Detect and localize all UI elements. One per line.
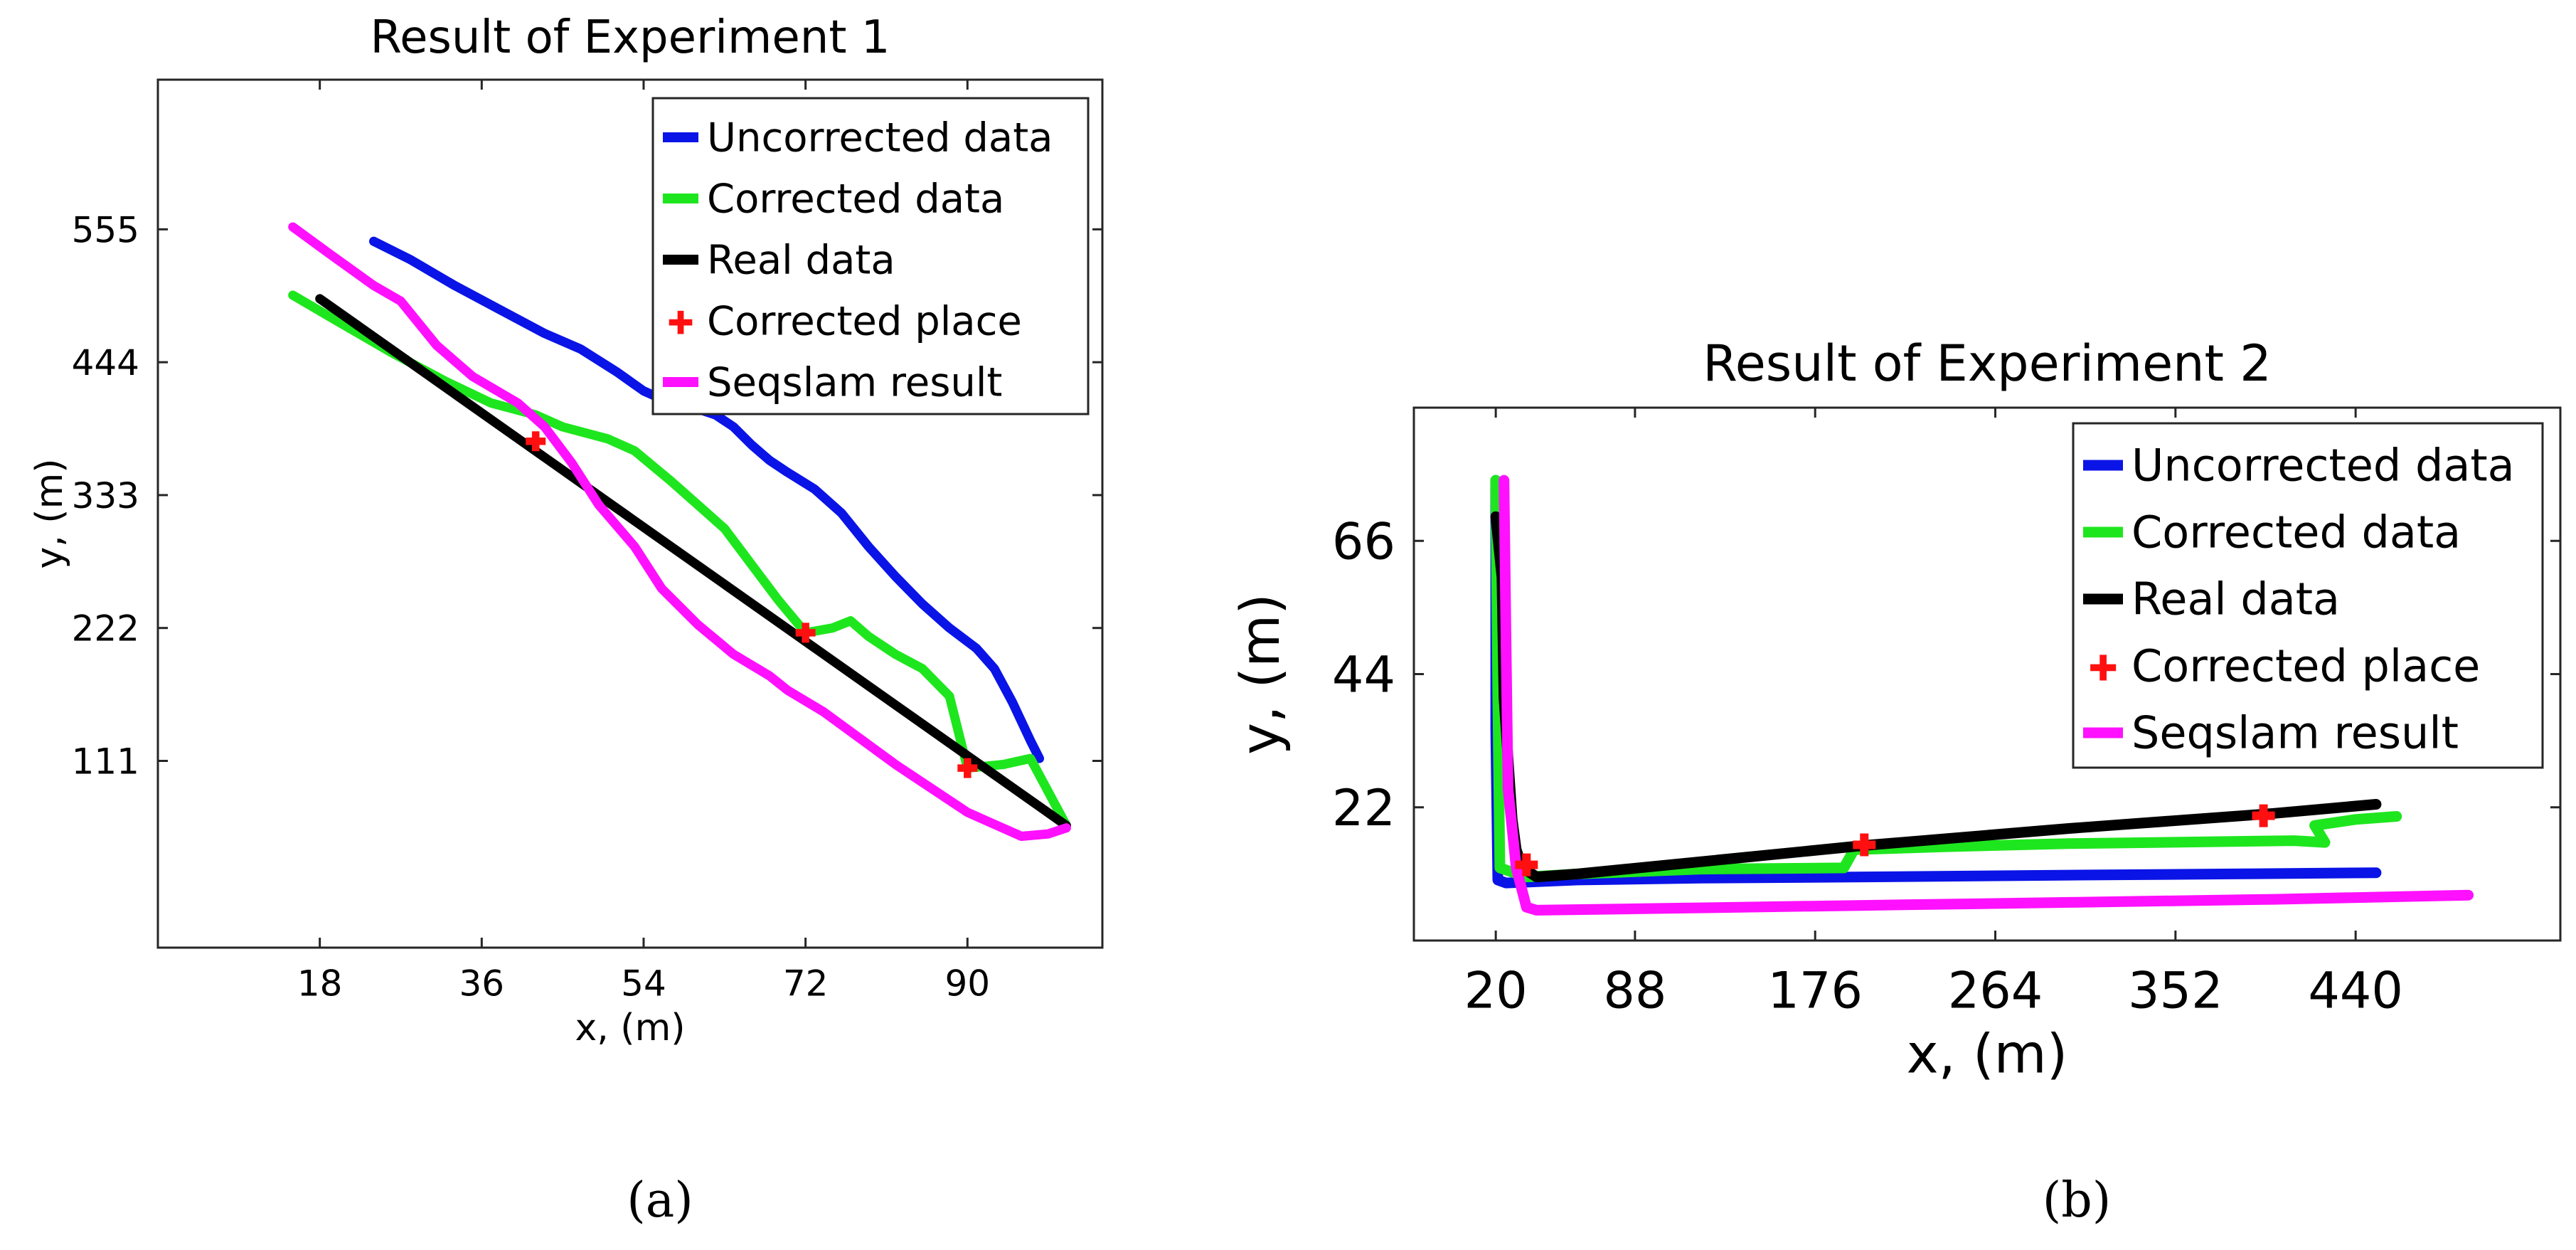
y-tick-label: 111	[72, 741, 139, 782]
legend-marker-icon: ✚	[667, 304, 694, 341]
x-tick-label: 20	[1464, 962, 1528, 1020]
legend-box	[651, 97, 1090, 415]
legend-label: Corrected data	[2131, 507, 2461, 558]
legend-label: Uncorrected data	[2131, 440, 2515, 492]
legend-entry-real-data: Real data	[663, 238, 895, 284]
series-line-uncorrected-data	[369, 236, 1044, 763]
series-line-seqslam-result	[1499, 475, 2474, 916]
legend-entry-uncorrected-data: Uncorrected data	[663, 115, 1053, 161]
legend-label: Uncorrected data	[707, 115, 1053, 161]
corrected-place-marker	[795, 623, 816, 643]
legend: Uncorrected data Corrected data Real data ✚…	[651, 97, 1090, 415]
legend-box	[2072, 422, 2544, 769]
y-tick-label: 22	[1332, 779, 1395, 837]
y-tick-label: 444	[72, 342, 139, 383]
corrected-place-marker	[957, 758, 978, 778]
x-tick-label: 176	[1767, 962, 1863, 1020]
y-tick-label: 555	[72, 209, 139, 250]
corrected-place-marker	[1515, 853, 1538, 876]
x-tick-label: 90	[944, 963, 990, 1005]
chart-title: Result of Experiment 2	[1703, 334, 2272, 393]
corrected-place-marker	[1853, 833, 1876, 857]
x-tick-label: 18	[297, 963, 343, 1005]
chart-title: Result of Experiment 1	[371, 11, 890, 64]
legend-label: Real data	[2131, 573, 2340, 625]
legend-entry-seqslam-result: Seqslam result	[2083, 707, 2459, 759]
legend-label: Real data	[707, 238, 895, 284]
series-line-real-data	[315, 294, 1071, 830]
x-tick-label: 72	[783, 963, 829, 1005]
x-tick-label: 54	[621, 963, 666, 1005]
y-tick-label: 333	[72, 475, 139, 517]
caption-b: (b)	[2043, 1172, 2112, 1229]
plot-lines	[288, 222, 1071, 841]
plot-area-frame	[156, 78, 1104, 949]
y-axis-label: y, (m)	[1228, 593, 1292, 755]
legend-label: Seqslam result	[707, 360, 1002, 406]
legend-entry-corrected-data: Corrected data	[663, 176, 1004, 223]
corrected-place-marker	[526, 431, 546, 452]
y-tick-label: 222	[72, 608, 139, 650]
x-tick-label: 440	[2308, 962, 2403, 1020]
x-tick-label: 352	[2128, 962, 2223, 1020]
x-tick-label: 264	[1948, 962, 2043, 1020]
legend-label: Corrected place	[707, 299, 1022, 345]
legend-entry-uncorrected-data: Uncorrected data	[2083, 440, 2515, 492]
legend-entry-seqslam-result: Seqslam result	[663, 360, 1002, 406]
legend-label: Corrected data	[707, 176, 1004, 223]
y-axis-label: y, (m)	[28, 458, 71, 568]
legend-label: Corrected place	[2131, 640, 2480, 692]
chart-experiment-1: Result of Experiment 1 18 36 54 72 90 111 222 33…	[28, 11, 1104, 1049]
x-tick-label: 36	[459, 963, 505, 1005]
chart-experiment-2: Result of Experiment 2 20 88 176 264 352 440 22…	[1228, 334, 2562, 1086]
y-tick-label: 44	[1332, 646, 1395, 704]
x-tick-label: 88	[1603, 962, 1666, 1020]
legend-entry-corrected-place: ✚ Corrected place	[2088, 640, 2480, 692]
series-line-seqslam-result	[288, 222, 1071, 841]
corrected-place-marker	[2252, 804, 2275, 827]
legend-marker-icon: ✚	[2088, 647, 2118, 689]
legend-label: Seqslam result	[2131, 707, 2459, 759]
x-axis-label: x, (m)	[1907, 1022, 2068, 1086]
legend: Uncorrected data Corrected data Real data ✚…	[2072, 422, 2544, 769]
y-tick-label: 66	[1332, 512, 1395, 571]
legend-entry-corrected-place: ✚ Corrected place	[667, 299, 1022, 345]
caption-a: (a)	[627, 1172, 693, 1229]
x-axis-label: x, (m)	[575, 1007, 685, 1049]
legend-entry-corrected-data: Corrected data	[2083, 507, 2461, 558]
legend-entry-real-data: Real data	[2083, 573, 2340, 625]
